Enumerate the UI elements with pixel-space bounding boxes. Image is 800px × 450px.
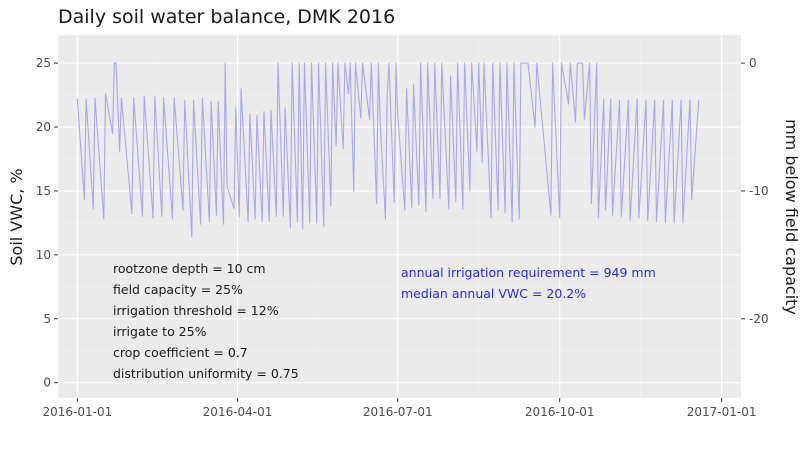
annotation-crop-coefficient: crop coefficient = 0.7: [113, 345, 248, 360]
y-tick-label: 5: [43, 312, 51, 326]
y-right-tick-label: -20: [749, 312, 769, 326]
x-tick-label: 2016-07-01: [363, 405, 433, 419]
chart-title: Daily soil water balance, DMK 2016: [58, 6, 395, 28]
y-tick-label: 20: [36, 120, 51, 134]
y-tick-label: 0: [43, 376, 51, 390]
x-axis: 2016-01-01 2016-04-01 2016-07-01 2016-10-01…: [42, 398, 756, 419]
annotation-irrigate-to: irrigate to 25%: [113, 324, 207, 339]
x-tick-label: 2017-01-01: [687, 405, 757, 419]
y-right-tick-label: -10: [749, 184, 769, 198]
right-y-axis: 0 -10 -20: [741, 56, 769, 326]
left-y-axis: 0 5 10 15 20 25: [36, 56, 58, 390]
y-tick-label: 25: [36, 56, 51, 70]
y-tick-label: 10: [36, 248, 51, 262]
annotation-distribution-uniformity: distribution uniformity = 0.75: [113, 366, 299, 381]
y-tick-label: 15: [36, 184, 51, 198]
annotation-field-capacity: field capacity = 25%: [113, 282, 243, 297]
annotation-median-vwc: median annual VWC = 20.2%: [401, 286, 586, 301]
x-tick-label: 2016-10-01: [525, 405, 595, 419]
y-axis-title-right: mm below field capacity: [782, 119, 800, 315]
annotation-annual-irrigation: annual irrigation requirement = 949 mm: [401, 265, 656, 280]
y-right-tick-label: 0: [749, 56, 757, 70]
annotation-irrigation-threshold: irrigation threshold = 12%: [113, 303, 279, 318]
y-axis-title-left: Soil VWC, %: [7, 168, 26, 265]
x-tick-label: 2016-01-01: [42, 405, 112, 419]
x-tick-label: 2016-04-01: [203, 405, 273, 419]
annotation-rootzone-depth: rootzone depth = 10 cm: [113, 261, 266, 276]
